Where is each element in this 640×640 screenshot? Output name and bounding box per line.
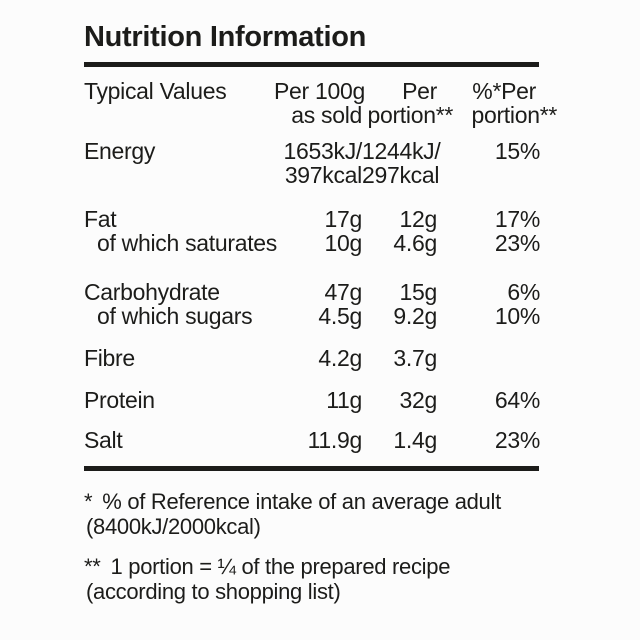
column-header-per-100g-line1: Per 100g bbox=[274, 78, 365, 104]
footnote-text-continued: (according to shopping list) bbox=[86, 579, 341, 604]
footnote-marker-double-asterisk: ** bbox=[84, 554, 101, 579]
energy-per-portion-kcal: 297kcal bbox=[362, 162, 440, 188]
sugars-per-portion: 9.2g bbox=[393, 303, 437, 329]
footnote-text-continued: (8400kJ/2000kcal) bbox=[86, 514, 261, 539]
table-row-carbohydrate: Carbohydrate 47g 15g 6% bbox=[84, 280, 556, 304]
saturates-per-100g: 10g bbox=[324, 230, 363, 256]
table-row-fibre: Fibre 4.2g 3.7g bbox=[84, 346, 556, 370]
bottom-rule bbox=[84, 466, 539, 471]
salt-ri-percent: 23% bbox=[494, 427, 540, 453]
column-header-per-portion: Per portion** bbox=[362, 78, 453, 127]
table-row-saturates: of which saturates 10g 4.6g 23% bbox=[84, 231, 556, 255]
column-header-ri-percent-line1: %*Per bbox=[472, 78, 536, 104]
row-label: Fibre bbox=[84, 345, 135, 371]
fibre-ri-percent bbox=[437, 346, 540, 370]
fat-per-100g: 17g bbox=[324, 206, 363, 232]
fat-per-portion: 12g bbox=[399, 206, 438, 232]
saturates-ri-percent: 23% bbox=[494, 230, 540, 256]
column-header-typical-values: Typical Values bbox=[84, 78, 227, 104]
table-row-salt: Salt 11.9g 1.4g 23% bbox=[84, 428, 556, 452]
energy-per-portion-kj: 1244kJ/ bbox=[362, 138, 441, 164]
column-header-ri-percent-line2: portion** bbox=[471, 102, 557, 128]
carbohydrate-per-portion: 15g bbox=[399, 279, 438, 305]
table-header-row: Typical Values Per 100g as sold Per port… bbox=[84, 78, 557, 128]
row-label: Salt bbox=[84, 427, 123, 453]
footnote-marker-single-asterisk: * bbox=[84, 489, 93, 514]
saturates-per-portion: 4.6g bbox=[393, 230, 437, 256]
sugars-per-100g: 4.5g bbox=[318, 303, 362, 329]
table-row-fat: Fat 17g 12g 17% bbox=[84, 207, 556, 231]
column-header-per-portion-line1: Per bbox=[402, 78, 437, 104]
fibre-per-portion: 3.7g bbox=[393, 345, 437, 371]
page-title: Nutrition Information bbox=[84, 21, 367, 53]
energy-per-100g-kj: 1653kJ/ bbox=[283, 138, 363, 164]
energy-ri-percent: 15% bbox=[494, 138, 540, 164]
energy-per-100g-kcal: 397kcal bbox=[284, 162, 362, 188]
table-row-energy: Energy 1653kJ/ 397kcal 1244kJ/ 297kcal 1… bbox=[84, 139, 556, 187]
fibre-per-100g: 4.2g bbox=[318, 345, 362, 371]
salt-per-portion: 1.4g bbox=[393, 427, 437, 453]
table-row-sugars: of which sugars 4.5g 9.2g 10% bbox=[84, 304, 556, 328]
footnote-text: 1 portion = ¼ of the prepared recipe bbox=[110, 554, 451, 579]
row-label: Energy bbox=[84, 138, 156, 164]
nutrition-label: Nutrition Information Typical Values Per… bbox=[84, 21, 557, 604]
energy-per-portion: 1244kJ/ 297kcal bbox=[362, 138, 441, 188]
sugars-ri-percent: 10% bbox=[494, 303, 540, 329]
column-header-ri-percent: %*Per portion** bbox=[437, 78, 557, 127]
footnote-reference-intake: * % of Reference intake of an average ad… bbox=[84, 489, 556, 539]
salt-per-100g: 11.9g bbox=[307, 427, 363, 453]
carbohydrate-per-100g: 47g bbox=[324, 279, 363, 305]
protein-ri-percent: 64% bbox=[494, 387, 540, 413]
row-label: Fat bbox=[84, 206, 117, 232]
column-header-per-100g-line2: as sold bbox=[291, 102, 362, 128]
fat-ri-percent: 17% bbox=[494, 206, 540, 232]
column-header-per-100g: Per 100g as sold bbox=[274, 78, 365, 128]
protein-per-portion: 32g bbox=[399, 387, 438, 413]
protein-per-100g: 11g bbox=[326, 387, 362, 413]
row-label: of which saturates bbox=[97, 230, 277, 256]
table-row-protein: Protein 11g 32g 64% bbox=[84, 388, 556, 412]
row-label: Protein bbox=[84, 387, 155, 413]
carbohydrate-ri-percent: 6% bbox=[507, 279, 540, 305]
row-label: of which sugars bbox=[97, 303, 253, 329]
footnote-portion-definition: ** 1 portion = ¼ of the prepared recipe … bbox=[84, 554, 556, 604]
footnote-text: % of Reference intake of an average adul… bbox=[102, 489, 501, 514]
energy-per-100g: 1653kJ/ 397kcal bbox=[274, 138, 363, 188]
top-rule bbox=[84, 62, 539, 67]
row-label: Carbohydrate bbox=[84, 279, 220, 305]
column-header-per-portion-line2: portion** bbox=[367, 102, 453, 128]
